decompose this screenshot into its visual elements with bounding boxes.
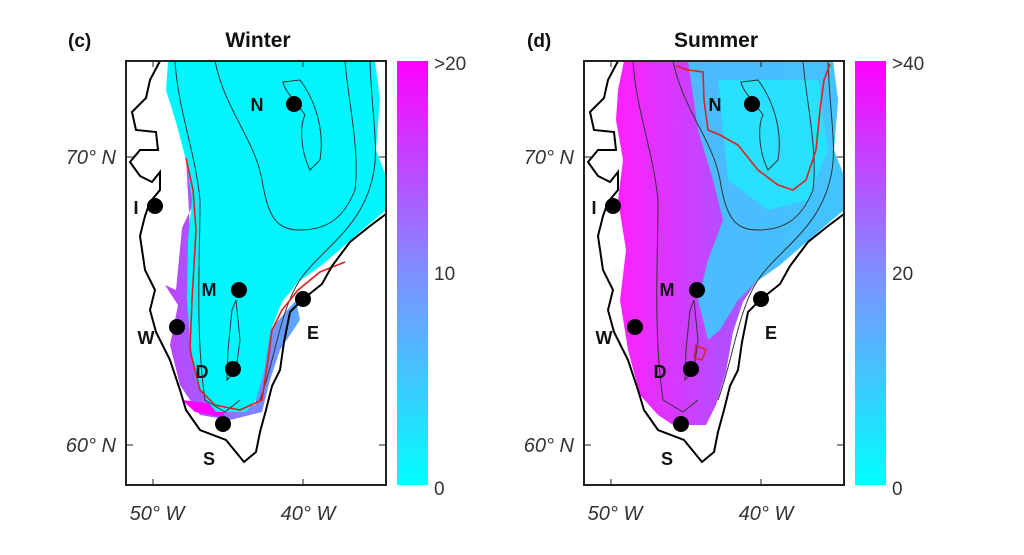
lat-label-60n: 60° N bbox=[524, 435, 575, 457]
station-label-d: D bbox=[196, 362, 209, 382]
panel-tag: (c) bbox=[68, 31, 91, 52]
lat-label-70n: 70° N bbox=[524, 147, 575, 169]
station-label-d: D bbox=[654, 362, 667, 382]
map-winter bbox=[125, 60, 387, 486]
red-contour bbox=[675, 63, 831, 191]
lon-label-40w: 40° W bbox=[739, 503, 796, 525]
panel-summer: (d) Summer N I M E W D S 70° N 60° N 50°… bbox=[524, 29, 924, 525]
red-contour bbox=[185, 157, 346, 411]
station-label-m: M bbox=[202, 280, 217, 300]
colorbar-mid-label: 20 bbox=[892, 264, 913, 285]
panel-title: Winter bbox=[225, 29, 290, 52]
station-label-m: M bbox=[660, 280, 675, 300]
station-label-n: N bbox=[251, 95, 264, 115]
station-label-i: I bbox=[591, 198, 596, 218]
station-label-n: N bbox=[709, 95, 722, 115]
station-label-s: S bbox=[661, 449, 673, 469]
colorbar-summer: >40 20 0 bbox=[855, 54, 924, 500]
station-label-e: E bbox=[765, 323, 777, 343]
station-label-i: I bbox=[133, 198, 138, 218]
lat-label-60n: 60° N bbox=[66, 435, 117, 457]
panel-tag: (d) bbox=[527, 31, 551, 52]
station-label-w: W bbox=[596, 328, 613, 348]
lon-label-50w: 50° W bbox=[588, 503, 645, 525]
colorbar-winter: >20 10 0 bbox=[397, 54, 466, 500]
colorbar-min-label: 0 bbox=[892, 479, 903, 500]
colorbar-max-label: >20 bbox=[434, 54, 466, 75]
station-label-w: W bbox=[138, 328, 155, 348]
station-label-e: E bbox=[307, 323, 319, 343]
map-summer bbox=[583, 60, 845, 486]
station-label-s: S bbox=[203, 449, 215, 469]
colorbar-max-label: >40 bbox=[892, 54, 924, 75]
panel-title: Summer bbox=[674, 29, 758, 52]
lon-label-40w: 40° W bbox=[281, 503, 338, 525]
lat-label-70n: 70° N bbox=[66, 147, 117, 169]
lon-label-50w: 50° W bbox=[130, 503, 187, 525]
panel-winter: (c) Winter N I M E W D S 70° N 60° N 50°… bbox=[66, 29, 466, 525]
colorbar-mid-label: 10 bbox=[434, 264, 455, 285]
colorbar-min-label: 0 bbox=[434, 479, 445, 500]
